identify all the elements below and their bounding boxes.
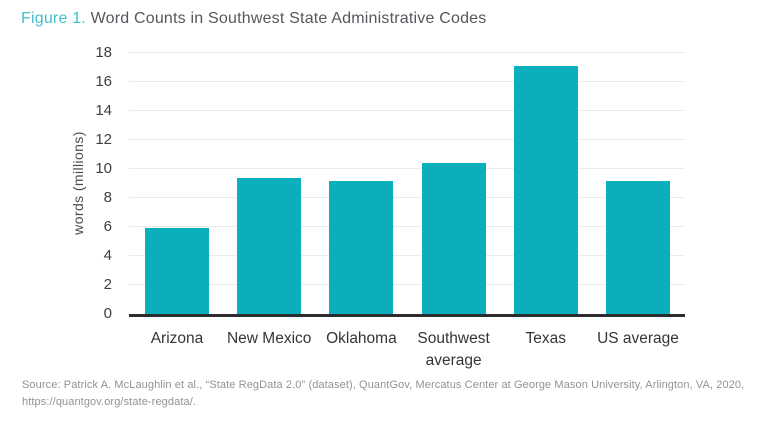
x-tick-label: Oklahoma — [326, 330, 397, 347]
plot-area — [129, 52, 685, 317]
source-line-1: Source: Patrick A. McLaughlin et al., “S… — [22, 379, 745, 391]
x-axis-labels: Arizona New Mexico Oklahoma Southwest avera… — [129, 328, 685, 370]
figure-title-text: Word Counts in Southwest State Administr… — [85, 10, 487, 27]
bar-texas — [513, 66, 578, 314]
y-tick-label: 14 — [95, 102, 112, 119]
bar-oklahoma — [329, 180, 394, 314]
gridline — [129, 168, 685, 169]
gridline — [129, 81, 685, 82]
y-tick-label: 10 — [95, 160, 112, 177]
gridline — [129, 197, 685, 198]
x-tick-label: Arizona — [150, 330, 204, 347]
figure-title: Figure 1. Word Counts in Southwest State… — [21, 10, 486, 28]
bar-new-mexico — [237, 177, 302, 314]
x-tick-label: Southwest average — [417, 330, 490, 370]
source-line-2: https://quantgov.org/state-regdata/. — [22, 396, 197, 409]
y-tick-labels: 0 2 4 6 8 10 12 14 16 18 — [0, 44, 112, 322]
y-tick-label: 18 — [95, 44, 112, 61]
x-tick-label: US average — [597, 330, 679, 347]
x-tick-label: New Mexico — [226, 330, 312, 347]
bar-southwest-average — [421, 163, 486, 314]
x-tick-label: Texas — [525, 330, 567, 347]
gridline — [129, 52, 685, 53]
gridline — [129, 255, 685, 256]
y-tick-label: 4 — [103, 247, 112, 264]
bar-us-average — [606, 180, 670, 314]
y-tick-label: 0 — [103, 305, 112, 322]
gridline — [129, 139, 685, 140]
y-tick-label: 16 — [95, 73, 112, 90]
y-tick-label: 12 — [95, 131, 112, 148]
gridline — [129, 110, 685, 111]
y-tick-label: 8 — [103, 189, 112, 206]
y-tick-label: 6 — [103, 218, 112, 235]
source-note: Source: Patrick A. McLaughlin et al., “S… — [22, 377, 757, 411]
y-tick-label: 2 — [103, 276, 112, 293]
bar-arizona — [145, 228, 209, 314]
gridline — [129, 284, 685, 285]
figure-number: Figure 1. — [21, 10, 86, 27]
gridline — [129, 226, 685, 227]
bar-chart: words (millions) 0 2 4 6 8 10 12 14 16 18 Arizona… — [0, 40, 768, 370]
